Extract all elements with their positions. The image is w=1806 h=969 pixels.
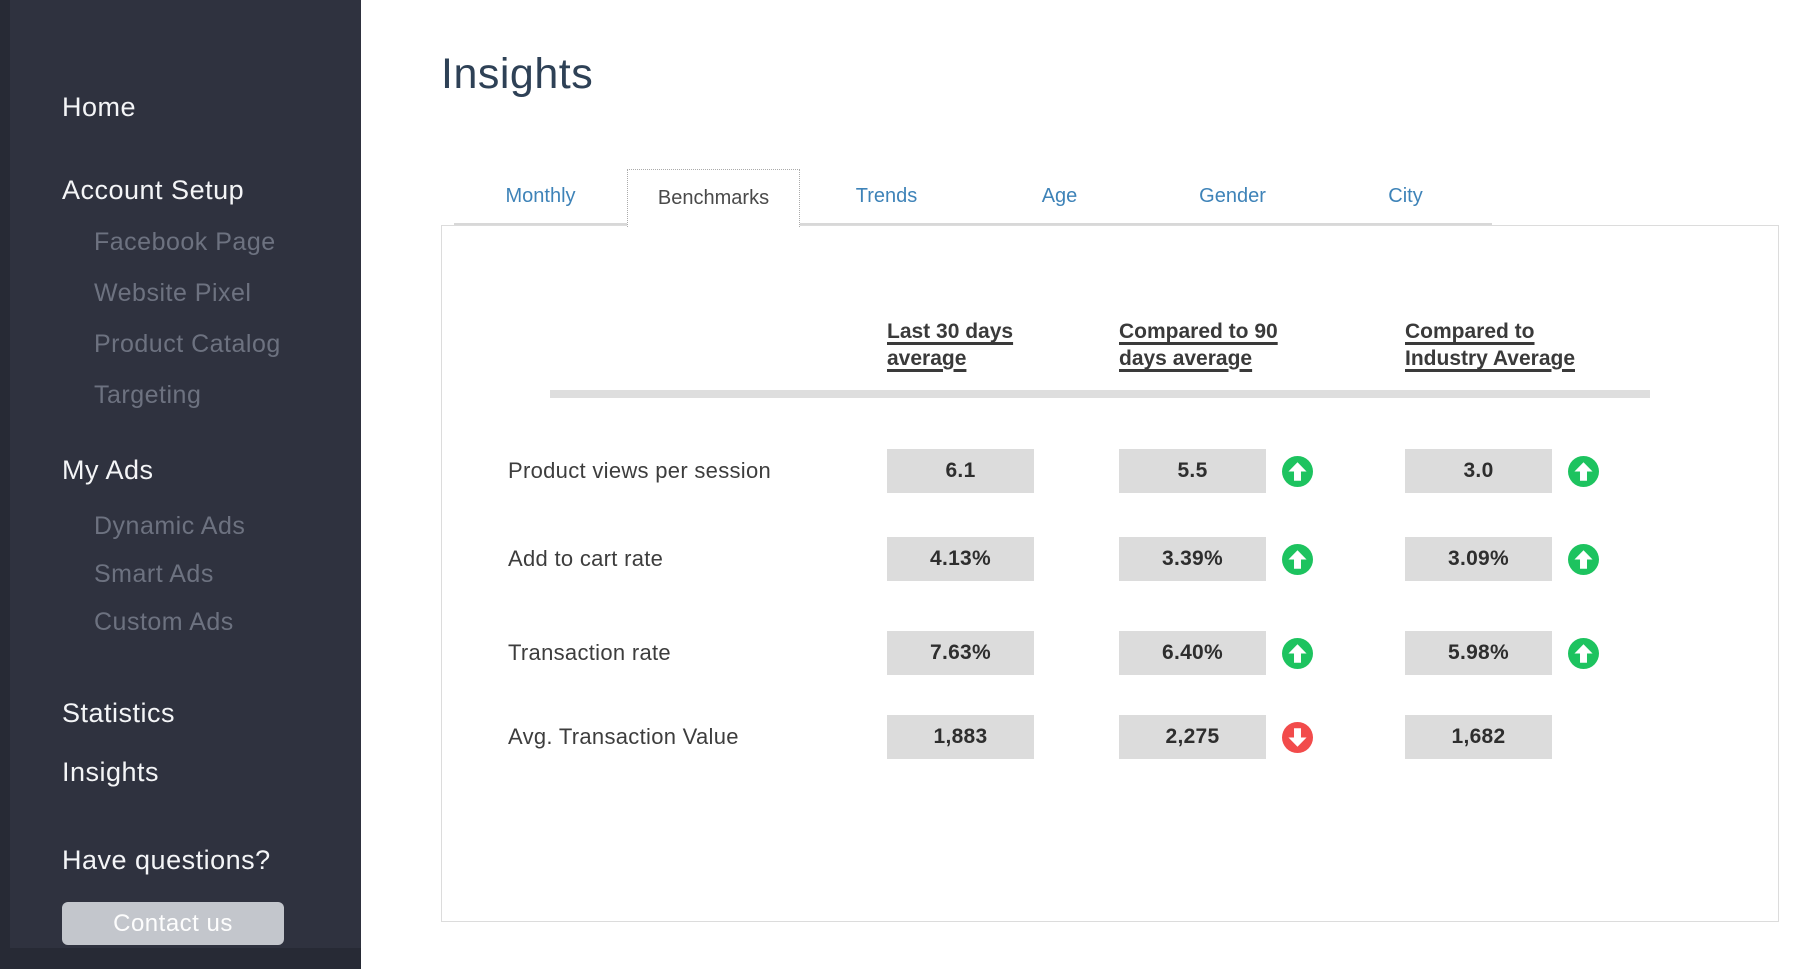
sidebar-item-home[interactable]: Home <box>62 92 137 122</box>
sidebar-item-facebook-page[interactable]: Facebook Page <box>94 228 276 256</box>
value-box: 1,682 <box>1405 715 1552 759</box>
sidebar-item-dynamic-ads[interactable]: Dynamic Ads <box>94 512 246 540</box>
contact-us-button[interactable]: Contact us <box>62 902 284 945</box>
tab-gender[interactable]: Gender <box>1146 169 1319 225</box>
value-box: 3.0 <box>1405 449 1552 493</box>
tab-monthly[interactable]: Monthly <box>454 169 627 225</box>
sidebar-item-website-pixel[interactable]: Website Pixel <box>94 279 252 307</box>
row-label: Add to cart rate <box>508 546 664 571</box>
table-row: Avg. Transaction Value 1,883 2,275 1,682 <box>508 715 1645 759</box>
trend-up-icon <box>1568 455 1599 487</box>
column-header-compared-90-days: Compared to 90 days average <box>1119 320 1278 370</box>
value-box: 4.13% <box>887 537 1034 581</box>
value-box: 5.98% <box>1405 631 1552 675</box>
value-box: 3.39% <box>1119 537 1266 581</box>
trend-up-icon <box>1282 543 1313 575</box>
insights-tab-bar: Monthly Benchmarks Trends Age Gender Cit… <box>454 169 1806 227</box>
table-row: Add to cart rate 4.13% 3.39% 3.09% <box>508 537 1645 581</box>
value-box: 2,275 <box>1119 715 1266 759</box>
value-box: 6.40% <box>1119 631 1266 675</box>
sidebar-item-product-catalog[interactable]: Product Catalog <box>94 330 281 358</box>
tab-age[interactable]: Age <box>973 169 1146 225</box>
page-title: Insights <box>441 50 594 98</box>
trend-up-icon <box>1568 637 1599 669</box>
sidebar-item-my-ads[interactable]: My Ads <box>62 455 154 485</box>
sidebar-item-statistics[interactable]: Statistics <box>62 698 176 728</box>
table-row: Product views per session 6.1 5.5 3.0 <box>508 449 1645 493</box>
table-header-row: Last 30 days average Compared to 90 days… <box>887 319 1645 373</box>
table-row: Transaction rate 7.63% 6.40% 5.98% <box>508 631 1645 675</box>
value-box: 6.1 <box>887 449 1034 493</box>
sidebar-item-targeting[interactable]: Targeting <box>94 381 202 409</box>
value-box: 5.5 <box>1119 449 1266 493</box>
value-box: 3.09% <box>1405 537 1552 581</box>
tab-benchmarks[interactable]: Benchmarks <box>627 169 800 227</box>
sidebar-item-smart-ads[interactable]: Smart Ads <box>94 560 214 588</box>
benchmarks-panel: Last 30 days average Compared to 90 days… <box>441 225 1779 922</box>
row-label: Avg. Transaction Value <box>508 724 739 749</box>
trend-up-icon <box>1282 637 1313 669</box>
trend-up-icon <box>1568 543 1599 575</box>
sidebar-item-insights[interactable]: Insights <box>62 757 160 787</box>
have-questions-label: Have questions? <box>62 845 271 875</box>
sidebar: Home Account Setup Facebook Page Website… <box>0 0 361 969</box>
value-box: 1,883 <box>887 715 1034 759</box>
column-header-industry-average: Compared to Industry Average <box>1405 320 1575 370</box>
header-divider <box>550 390 1650 398</box>
tab-city[interactable]: City <box>1319 169 1492 225</box>
tab-trends[interactable]: Trends <box>800 169 973 225</box>
column-header-last-30-days: Last 30 days average <box>887 320 1014 370</box>
value-box: 7.63% <box>887 631 1034 675</box>
trend-up-icon <box>1282 455 1313 487</box>
main-content: Insights Monthly Benchmarks Trends Age G… <box>361 0 1806 969</box>
sidebar-item-custom-ads[interactable]: Custom Ads <box>94 608 234 636</box>
row-label: Product views per session <box>508 458 772 483</box>
row-label: Transaction rate <box>508 640 671 665</box>
sidebar-item-account-setup[interactable]: Account Setup <box>62 175 245 205</box>
trend-down-icon <box>1282 721 1313 753</box>
